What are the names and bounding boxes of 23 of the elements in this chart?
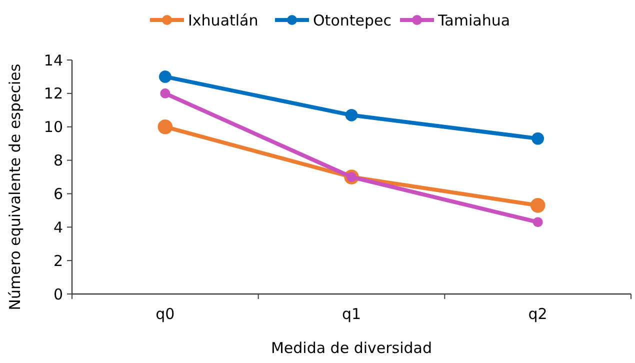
y-tick-label: 4 <box>53 218 63 236</box>
legend-label: Ixhuatlán <box>188 11 258 30</box>
point <box>160 88 170 98</box>
point <box>530 198 546 213</box>
legend-label: Otontepec <box>313 11 392 30</box>
y-tick-label: 8 <box>53 152 63 170</box>
y-tick-label: 2 <box>53 252 63 270</box>
legend-label: Tamiahua <box>437 11 510 30</box>
point <box>345 108 358 122</box>
point <box>532 132 544 145</box>
point <box>532 217 543 228</box>
y-tick-label: 0 <box>53 285 63 304</box>
x-axis-title: Medida de diversidad <box>270 339 432 357</box>
point <box>158 119 173 134</box>
y-tick-label: 12 <box>44 84 63 103</box>
x-tick-label: q2 <box>528 305 548 323</box>
x-tick-label: q1 <box>342 305 362 323</box>
y-tick-label: 6 <box>53 184 63 203</box>
y-axis-title: Número equivalente de especies <box>6 64 24 310</box>
point <box>158 70 172 83</box>
y-tick-label: 10 <box>44 118 63 136</box>
x-tick-label: q0 <box>156 305 175 323</box>
y-tick-label: 14 <box>44 51 63 70</box>
